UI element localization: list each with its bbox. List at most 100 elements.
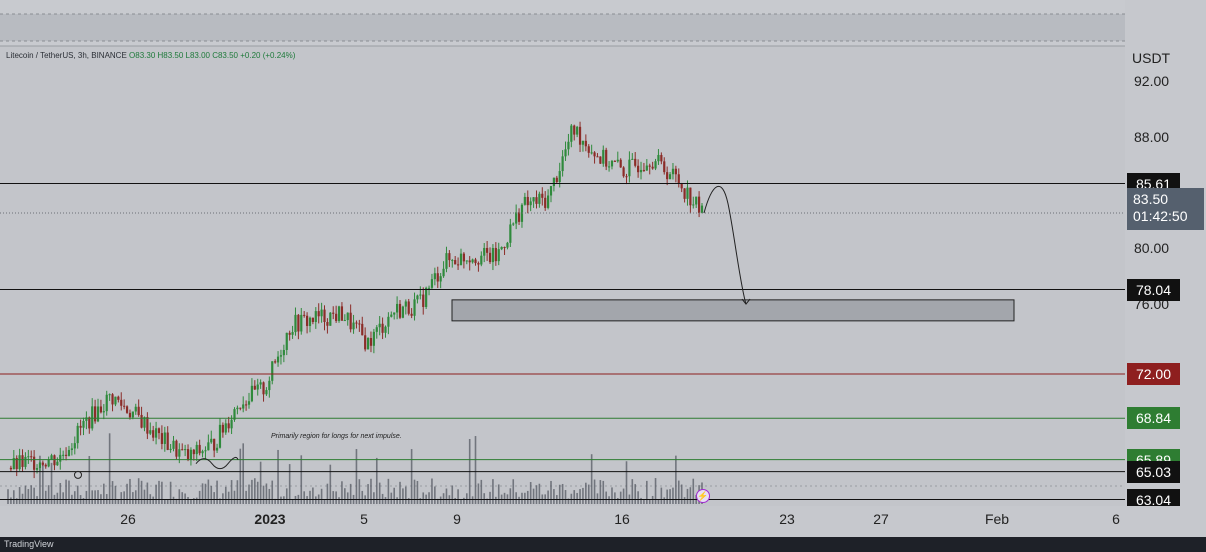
candle-body	[215, 447, 219, 451]
level-tag: 72.00	[1127, 363, 1180, 386]
lightning-icon[interactable]: ⚡	[696, 489, 710, 503]
candle-body	[436, 273, 439, 282]
candle-body	[541, 193, 544, 198]
chart-area[interactable]: Litecoin / TetherUS, 3h, BINANCE O83.30 …	[0, 0, 1206, 506]
volume-bar	[370, 478, 372, 504]
time-scale[interactable]	[0, 506, 1206, 537]
volume-bar	[204, 483, 207, 504]
candle-body	[680, 183, 683, 189]
candle-body	[169, 448, 172, 450]
volume-bar	[535, 485, 538, 504]
volume-bar	[576, 492, 578, 504]
candle-body	[483, 247, 486, 256]
level-tag: 78.04	[1127, 278, 1180, 301]
candle-body	[471, 259, 474, 263]
candle-body	[700, 205, 704, 213]
candle-body	[462, 253, 465, 262]
candle-body	[573, 125, 576, 135]
volume-bar	[529, 482, 532, 504]
volume-bar	[329, 464, 332, 504]
candle-body	[375, 327, 378, 332]
volume-bar	[155, 484, 157, 504]
candle-body	[645, 165, 648, 171]
candle-body	[18, 455, 21, 470]
volume-bar	[428, 492, 430, 504]
volume-bar	[126, 483, 128, 504]
candle-body	[242, 404, 245, 409]
candle-body	[607, 166, 611, 168]
candle-body	[9, 467, 13, 470]
volume-bar	[18, 487, 21, 504]
volume-bar	[431, 478, 433, 504]
candle-body	[192, 449, 195, 455]
time-label: 27	[873, 511, 889, 527]
footer-bar: TradingView	[0, 537, 1206, 552]
volume-bar	[169, 481, 172, 504]
volume-bar	[251, 479, 253, 504]
volume-bar	[477, 483, 480, 504]
candle-body	[314, 311, 317, 323]
volume-bar	[268, 488, 271, 504]
candle-body	[544, 197, 547, 208]
candle-body	[616, 159, 619, 162]
volume-bar	[680, 484, 683, 504]
candle-body	[62, 454, 65, 456]
volume-bar	[201, 483, 204, 504]
volume-bar	[465, 493, 468, 504]
candle-body	[41, 462, 44, 465]
candle-body	[555, 177, 558, 183]
candle-body	[326, 322, 329, 326]
volume-bar	[550, 480, 552, 504]
volume-bar	[567, 498, 570, 504]
volume-bar	[677, 480, 680, 504]
volume-bar	[579, 489, 581, 504]
candle-body	[512, 223, 515, 225]
candle-body	[439, 276, 442, 282]
candle-body	[474, 259, 477, 264]
volume-bar	[445, 488, 448, 504]
candle-body	[250, 385, 254, 402]
volume-bar	[625, 461, 628, 504]
candle-body	[366, 338, 370, 350]
candle-body	[201, 451, 204, 454]
candle-body	[593, 152, 596, 157]
volume-bar	[346, 492, 349, 504]
candle-body	[175, 440, 178, 457]
volume-bar	[582, 487, 584, 504]
volume-bar	[108, 433, 111, 504]
price-chart[interactable]	[0, 0, 1206, 506]
volume-bar	[233, 490, 236, 504]
volume-bar	[285, 488, 288, 504]
candle-body	[491, 247, 495, 263]
level-tag: 68.84	[1127, 407, 1180, 430]
candle-body	[599, 156, 602, 164]
volume-bar	[222, 493, 224, 504]
volume-bar	[663, 497, 666, 504]
volume-bar	[326, 483, 329, 504]
volume-bar	[271, 480, 274, 504]
volume-bar	[602, 480, 605, 504]
volume-bar	[526, 490, 529, 504]
candle-body	[625, 176, 628, 178]
candle-body	[70, 448, 73, 450]
volume-bar	[259, 461, 262, 504]
candle-body	[549, 186, 553, 196]
candle-body	[433, 273, 436, 280]
time-label: 2023	[254, 511, 286, 527]
candle-body	[64, 454, 68, 456]
candle-body	[576, 126, 579, 135]
volume-bar	[605, 491, 607, 504]
volume-bar	[213, 492, 215, 504]
candle-body	[459, 253, 463, 265]
candle-body	[535, 197, 538, 204]
volume-bar	[227, 491, 230, 504]
volume-bar	[434, 486, 436, 504]
candle-body	[128, 412, 132, 418]
candle-body	[265, 390, 268, 395]
candle-body	[35, 468, 39, 470]
candle-body	[30, 456, 33, 458]
candle-body	[538, 193, 541, 204]
candle-body	[387, 316, 390, 327]
volume-bar	[59, 482, 62, 504]
volume-bar	[616, 497, 619, 504]
